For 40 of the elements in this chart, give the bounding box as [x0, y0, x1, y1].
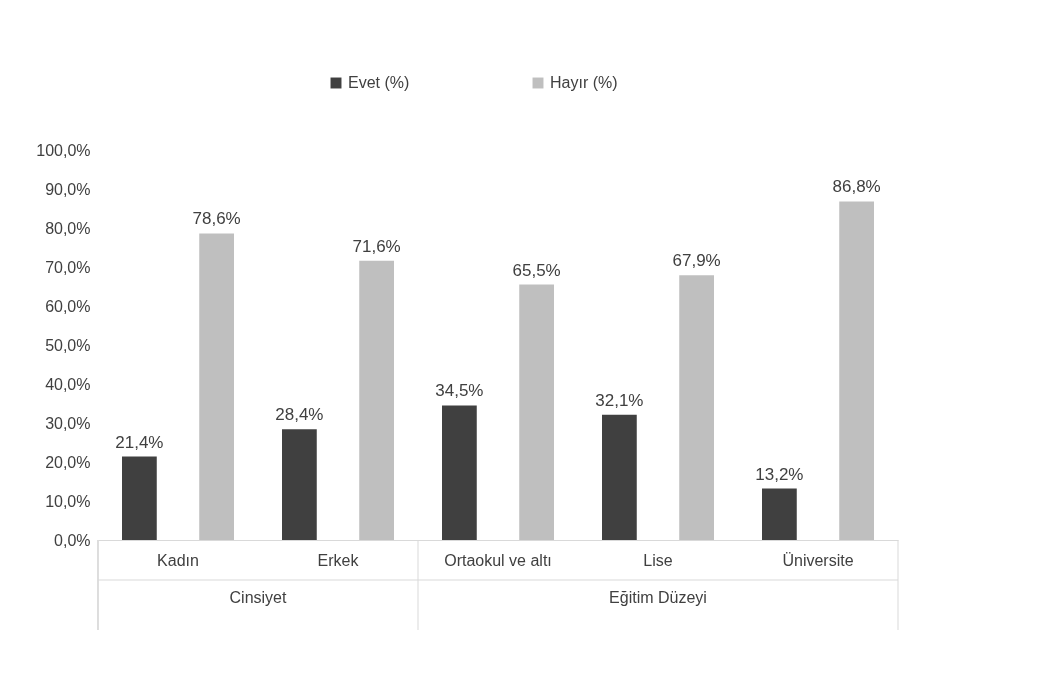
bar	[602, 414, 637, 540]
y-tick-label: 0,0%	[54, 531, 91, 549]
y-tick-label: 70,0%	[45, 258, 91, 276]
data-label: 21,4%	[115, 432, 164, 452]
data-label: 28,4%	[275, 405, 324, 425]
data-label: 13,2%	[755, 464, 804, 484]
legend-label: Hayır (%)	[550, 74, 618, 91]
x-tick-label: Erkek	[317, 551, 360, 569]
x-tick-label: Ortaokul ve altı	[444, 551, 552, 569]
bar	[199, 233, 234, 540]
y-tick-label: 10,0%	[45, 492, 91, 510]
y-tick-label: 50,0%	[45, 336, 91, 354]
data-label: 78,6%	[192, 209, 241, 229]
data-label: 67,9%	[672, 251, 721, 271]
bar	[359, 260, 394, 540]
bar	[839, 201, 874, 540]
y-tick-label: 80,0%	[45, 219, 91, 237]
text: Cinsiyet	[229, 589, 288, 606]
data-label: 32,1%	[595, 390, 644, 410]
legend-label: Evet (%)	[348, 74, 410, 91]
y-tick-label: 40,0%	[45, 375, 91, 393]
y-tick-label: 30,0%	[45, 414, 91, 432]
data-label: 65,5%	[512, 260, 561, 280]
bar	[442, 405, 477, 540]
y-tick-label: 60,0%	[45, 297, 91, 315]
data-label: 34,5%	[435, 381, 484, 401]
x-tick-label: Kadın	[157, 551, 199, 569]
data-label: 86,8%	[832, 177, 881, 197]
bar	[122, 456, 157, 540]
bar	[679, 275, 714, 540]
x-tick-label: Lise	[643, 551, 673, 569]
y-tick-label: 20,0%	[45, 453, 91, 471]
text: Eğitim Düzeyi	[609, 589, 707, 606]
bar	[282, 429, 317, 540]
bar	[519, 284, 554, 540]
x-tick-label: Üniversite	[782, 551, 854, 569]
y-tick-label: 90,0%	[45, 180, 91, 198]
y-tick-label: 100,0%	[36, 141, 91, 159]
data-label: 71,6%	[352, 236, 401, 256]
bar	[762, 488, 797, 540]
